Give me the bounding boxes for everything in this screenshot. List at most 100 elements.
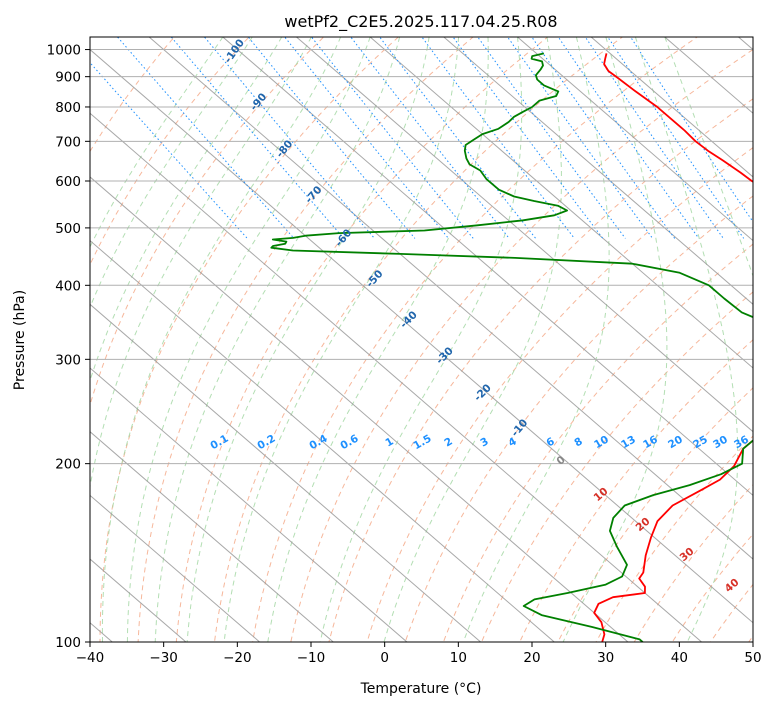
moist-adiabat-line (319, 37, 523, 642)
y-tick-label: 300 (55, 352, 81, 368)
y-axis-label: Pressure (hPa) (12, 290, 28, 390)
dry-adiabat-line (99, 37, 400, 642)
mixing-ratio-line (557, 37, 700, 239)
dry-adiabat-label: 30 (678, 545, 697, 564)
dry-adiabat-line (175, 37, 549, 642)
moist-adiabat-line (90, 37, 253, 309)
dry-adiabat-line (90, 37, 325, 407)
moist-adiabat-line (90, 37, 224, 249)
isotherm-line (90, 112, 703, 642)
moist-adiabat-line (562, 37, 668, 642)
isotherm-line (90, 431, 335, 642)
mixing-ratio-line (379, 37, 537, 239)
y-tick-label: 700 (55, 134, 81, 150)
moist-adiabat-line (90, 37, 312, 490)
moist-adiabat-line (223, 37, 459, 642)
y-tick-label: 200 (55, 457, 81, 473)
moist-adiabat-line (267, 37, 489, 642)
mixing-ratio-line (630, 37, 753, 223)
mixing-ratio-line (531, 37, 676, 239)
x-tick-label: −40 (76, 650, 105, 666)
mixing-ratio-line (170, 37, 345, 239)
mixing-ratio-label: 0.4 (307, 433, 329, 453)
moist-adiabat-line (664, 37, 753, 278)
x-tick-label: 20 (523, 650, 540, 666)
chart-title: wetPf2_C2E5.2025.117.04.25.R08 (284, 12, 557, 32)
y-tick-label: 900 (55, 70, 81, 86)
mixing-ratio-line (203, 37, 375, 239)
mixing-ratio-label: 0.6 (338, 433, 360, 453)
isotherm-line (148, 37, 753, 560)
x-tick-label: 10 (450, 650, 467, 666)
mixing-ratio-label: 1.5 (411, 433, 433, 453)
background-lines (90, 37, 753, 642)
y-tick-label: 800 (55, 100, 81, 116)
dry-adiabat-label: -20 (472, 382, 494, 404)
mixing-ratio-line (90, 61, 248, 239)
mixing-ratio-label: 1 (383, 435, 395, 449)
isotherm-line (90, 494, 261, 642)
plot-frame (89, 36, 754, 643)
dewpoint-profile-line (270, 52, 753, 642)
moist-adiabat-line (101, 37, 342, 642)
dry-adiabat-line (557, 387, 753, 642)
dry-adiabat-line (90, 37, 250, 266)
dry-adiabat-line (442, 243, 753, 642)
mixing-ratio-line (350, 37, 510, 239)
x-tick-label: −30 (149, 650, 178, 666)
dry-adiabat-line (366, 146, 753, 642)
mixing-ratio-label: 2 (442, 435, 454, 449)
x-tick-label: 0 (380, 650, 389, 666)
isotherm-line (222, 37, 753, 497)
isotherm-line (90, 367, 408, 642)
moist-adiabat-line (186, 37, 430, 642)
moist-adiabat-line (462, 37, 610, 642)
mixing-ratio-line (584, 37, 724, 239)
mixing-ratio-label: 20 (666, 434, 685, 452)
mixing-ratio-label: 10 (592, 434, 611, 452)
isotherm-line (295, 37, 753, 433)
y-tick-label: 500 (55, 221, 81, 237)
mixing-ratio-line (116, 37, 295, 239)
mixing-ratio-line (506, 37, 654, 239)
mixing-ratio-label: 6 (544, 435, 556, 449)
mixing-ratio-label: 36 (732, 434, 751, 452)
isotherm-line (443, 37, 753, 305)
isotherm-line (664, 37, 753, 114)
dry-adiabat-line (481, 291, 753, 642)
mixing-ratio-line (247, 37, 416, 239)
mixing-ratio-line (477, 37, 626, 239)
dry-adiabat-label: -90 (248, 91, 269, 113)
mixing-ratio-label: 3 (478, 435, 490, 449)
dry-adiabat-line (709, 583, 753, 642)
dry-adiabat-line (328, 98, 753, 642)
dry-adiabat-line (90, 37, 175, 153)
dry-adiabat-line (748, 635, 753, 642)
x-tick-label: 40 (671, 650, 688, 666)
dry-adiabat-label: 10 (592, 485, 611, 504)
isotherm-line (369, 37, 753, 369)
moist-adiabat-line (126, 37, 371, 642)
x-tick-label: −10 (297, 650, 326, 666)
moist-adiabat-line (634, 37, 739, 642)
mixing-ratio-line (421, 37, 575, 239)
mixing-ratio-label: 0.1 (208, 433, 230, 453)
isotherm-line (90, 303, 482, 642)
dry-adiabat-label: 0 (554, 454, 567, 468)
x-axis: −40 −30 −20 −10 0 10 20 30 40 50 (76, 642, 762, 666)
y-tick-label: 1000 (47, 43, 81, 59)
dry-adiabat-line (213, 37, 624, 642)
x-tick-label: 50 (744, 650, 761, 666)
mixing-ratio-label: 0.2 (255, 433, 277, 453)
dry-adiabat-label: 20 (634, 515, 653, 534)
isotherm-line (90, 176, 629, 642)
dry-adiabat-label: -50 (364, 268, 386, 290)
dry-adiabat-label: -40 (398, 309, 420, 331)
isotherm-line (90, 48, 753, 624)
y-axis: 100 200 300 400 500 600 700 800 900 1000 (47, 43, 90, 651)
series-lines (270, 52, 753, 642)
moist-adiabat-line (383, 37, 562, 642)
x-tick-label: 30 (597, 650, 614, 666)
line-labels: -100-90-80-70-60-50-40-30-20-10010203040… (208, 37, 750, 595)
